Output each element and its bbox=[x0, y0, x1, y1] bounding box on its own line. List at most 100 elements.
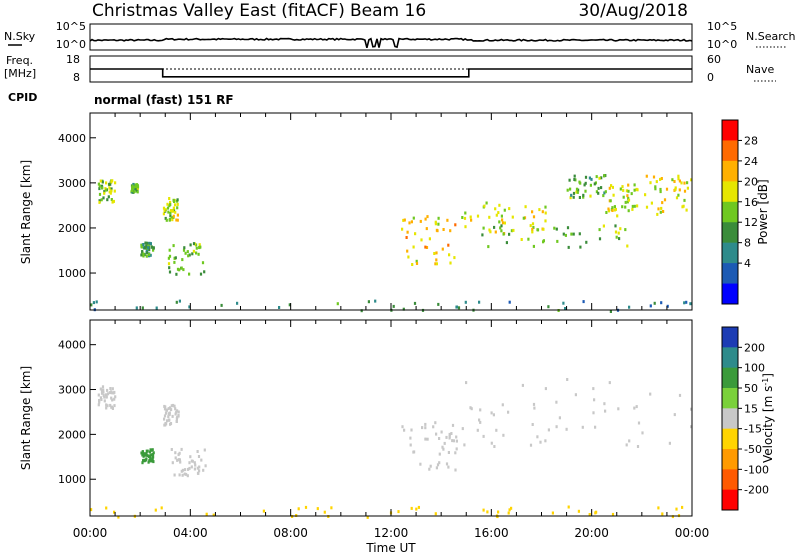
data-cell bbox=[582, 195, 585, 199]
data-cell bbox=[455, 439, 458, 443]
data-cell bbox=[671, 515, 674, 519]
velocity-xticks: 00:00 04:00 08:00 12:00 16:00 20:00 00:00 bbox=[73, 320, 709, 540]
data-cell bbox=[531, 227, 534, 231]
data-cell bbox=[464, 225, 467, 229]
data-cell bbox=[192, 249, 195, 253]
data-cell bbox=[172, 403, 175, 407]
data-cell bbox=[448, 253, 451, 257]
data-cell bbox=[97, 393, 100, 397]
data-cell bbox=[103, 395, 106, 399]
velocity-colorbar-label: Velocity [m s-1] bbox=[761, 373, 776, 463]
data-cell bbox=[683, 189, 687, 193]
data-cell bbox=[108, 391, 111, 395]
data-cell bbox=[621, 185, 624, 189]
nsky-tick-top: 10^5 bbox=[56, 20, 86, 33]
data-cell bbox=[102, 196, 105, 200]
data-cell bbox=[176, 267, 180, 271]
data-cell bbox=[330, 506, 333, 510]
data-cell bbox=[426, 215, 429, 219]
data-cell bbox=[140, 243, 143, 247]
colorbar-tick-label: -200 bbox=[744, 484, 769, 497]
data-cell bbox=[573, 178, 576, 181]
data-cell bbox=[98, 192, 102, 196]
data-cell bbox=[636, 188, 639, 192]
data-cell bbox=[597, 186, 600, 190]
data-cell bbox=[631, 204, 634, 208]
data-cell bbox=[198, 469, 201, 473]
data-cell bbox=[555, 425, 558, 429]
data-cell bbox=[689, 302, 692, 306]
data-cell bbox=[144, 241, 147, 245]
data-cell bbox=[627, 189, 630, 193]
data-cell bbox=[502, 433, 505, 437]
data-cell bbox=[101, 385, 105, 389]
data-cell bbox=[461, 427, 464, 431]
velocity-yticks: 1000 2000 3000 4000 bbox=[58, 339, 96, 486]
data-cell bbox=[434, 262, 437, 266]
data-cell bbox=[498, 203, 501, 207]
data-cell bbox=[649, 392, 652, 396]
data-cell bbox=[544, 219, 547, 223]
data-cell bbox=[412, 245, 415, 249]
data-cell bbox=[633, 406, 636, 410]
data-cell bbox=[185, 472, 188, 476]
data-cell bbox=[181, 473, 184, 477]
power-ylabel: Slant Range [km] bbox=[19, 160, 33, 264]
data-cell bbox=[177, 414, 180, 418]
data-cell bbox=[406, 249, 409, 253]
data-cell bbox=[168, 197, 171, 200]
data-cell bbox=[659, 190, 662, 194]
data-cell bbox=[539, 440, 542, 444]
data-cell bbox=[448, 432, 451, 436]
data-cell bbox=[130, 189, 134, 193]
data-cell bbox=[434, 421, 437, 425]
data-cell bbox=[212, 513, 215, 517]
x-tick-label: 08:00 bbox=[273, 526, 308, 540]
data-cell bbox=[140, 245, 143, 249]
data-cell bbox=[603, 174, 606, 178]
data-cell bbox=[149, 242, 152, 246]
data-cell bbox=[367, 300, 370, 304]
data-cell bbox=[171, 461, 174, 465]
data-cell bbox=[406, 230, 409, 234]
data-cell bbox=[176, 415, 179, 419]
data-cell bbox=[488, 228, 491, 232]
data-cell bbox=[407, 255, 410, 259]
data-cell bbox=[683, 181, 686, 185]
data-cell bbox=[442, 228, 445, 231]
data-cell bbox=[111, 387, 114, 391]
data-cell bbox=[168, 266, 171, 270]
colorbar-tick-label: 20 bbox=[744, 175, 758, 188]
data-cell bbox=[102, 394, 105, 397]
data-cell bbox=[435, 258, 438, 262]
data-cell bbox=[141, 306, 144, 310]
data-cell bbox=[655, 180, 658, 184]
data-cell bbox=[176, 218, 179, 222]
data-cell bbox=[544, 387, 547, 391]
data-cell bbox=[374, 299, 377, 303]
data-cell bbox=[594, 511, 597, 515]
data-cell bbox=[181, 258, 184, 262]
data-cell bbox=[531, 210, 534, 214]
data-cell bbox=[220, 303, 223, 307]
data-cell bbox=[589, 183, 592, 187]
data-cell bbox=[659, 187, 662, 191]
data-cell bbox=[633, 183, 636, 187]
data-cell bbox=[134, 186, 138, 190]
data-cell bbox=[170, 448, 173, 451]
data-cell bbox=[482, 226, 485, 230]
data-cell bbox=[175, 420, 178, 423]
sky-noise-line bbox=[89, 37, 693, 49]
data-cell bbox=[613, 208, 616, 212]
data-cell bbox=[435, 262, 438, 266]
data-cell bbox=[582, 300, 585, 304]
data-cell bbox=[470, 218, 473, 222]
data-cell bbox=[441, 247, 444, 251]
data-cell bbox=[660, 177, 663, 180]
colorbar-tick-label: 12 bbox=[744, 216, 758, 229]
data-cell bbox=[180, 469, 183, 473]
data-cell bbox=[435, 228, 438, 232]
data-cell bbox=[142, 252, 145, 256]
colorbar-tick-label: -15 bbox=[744, 423, 762, 436]
data-cell bbox=[628, 439, 631, 443]
